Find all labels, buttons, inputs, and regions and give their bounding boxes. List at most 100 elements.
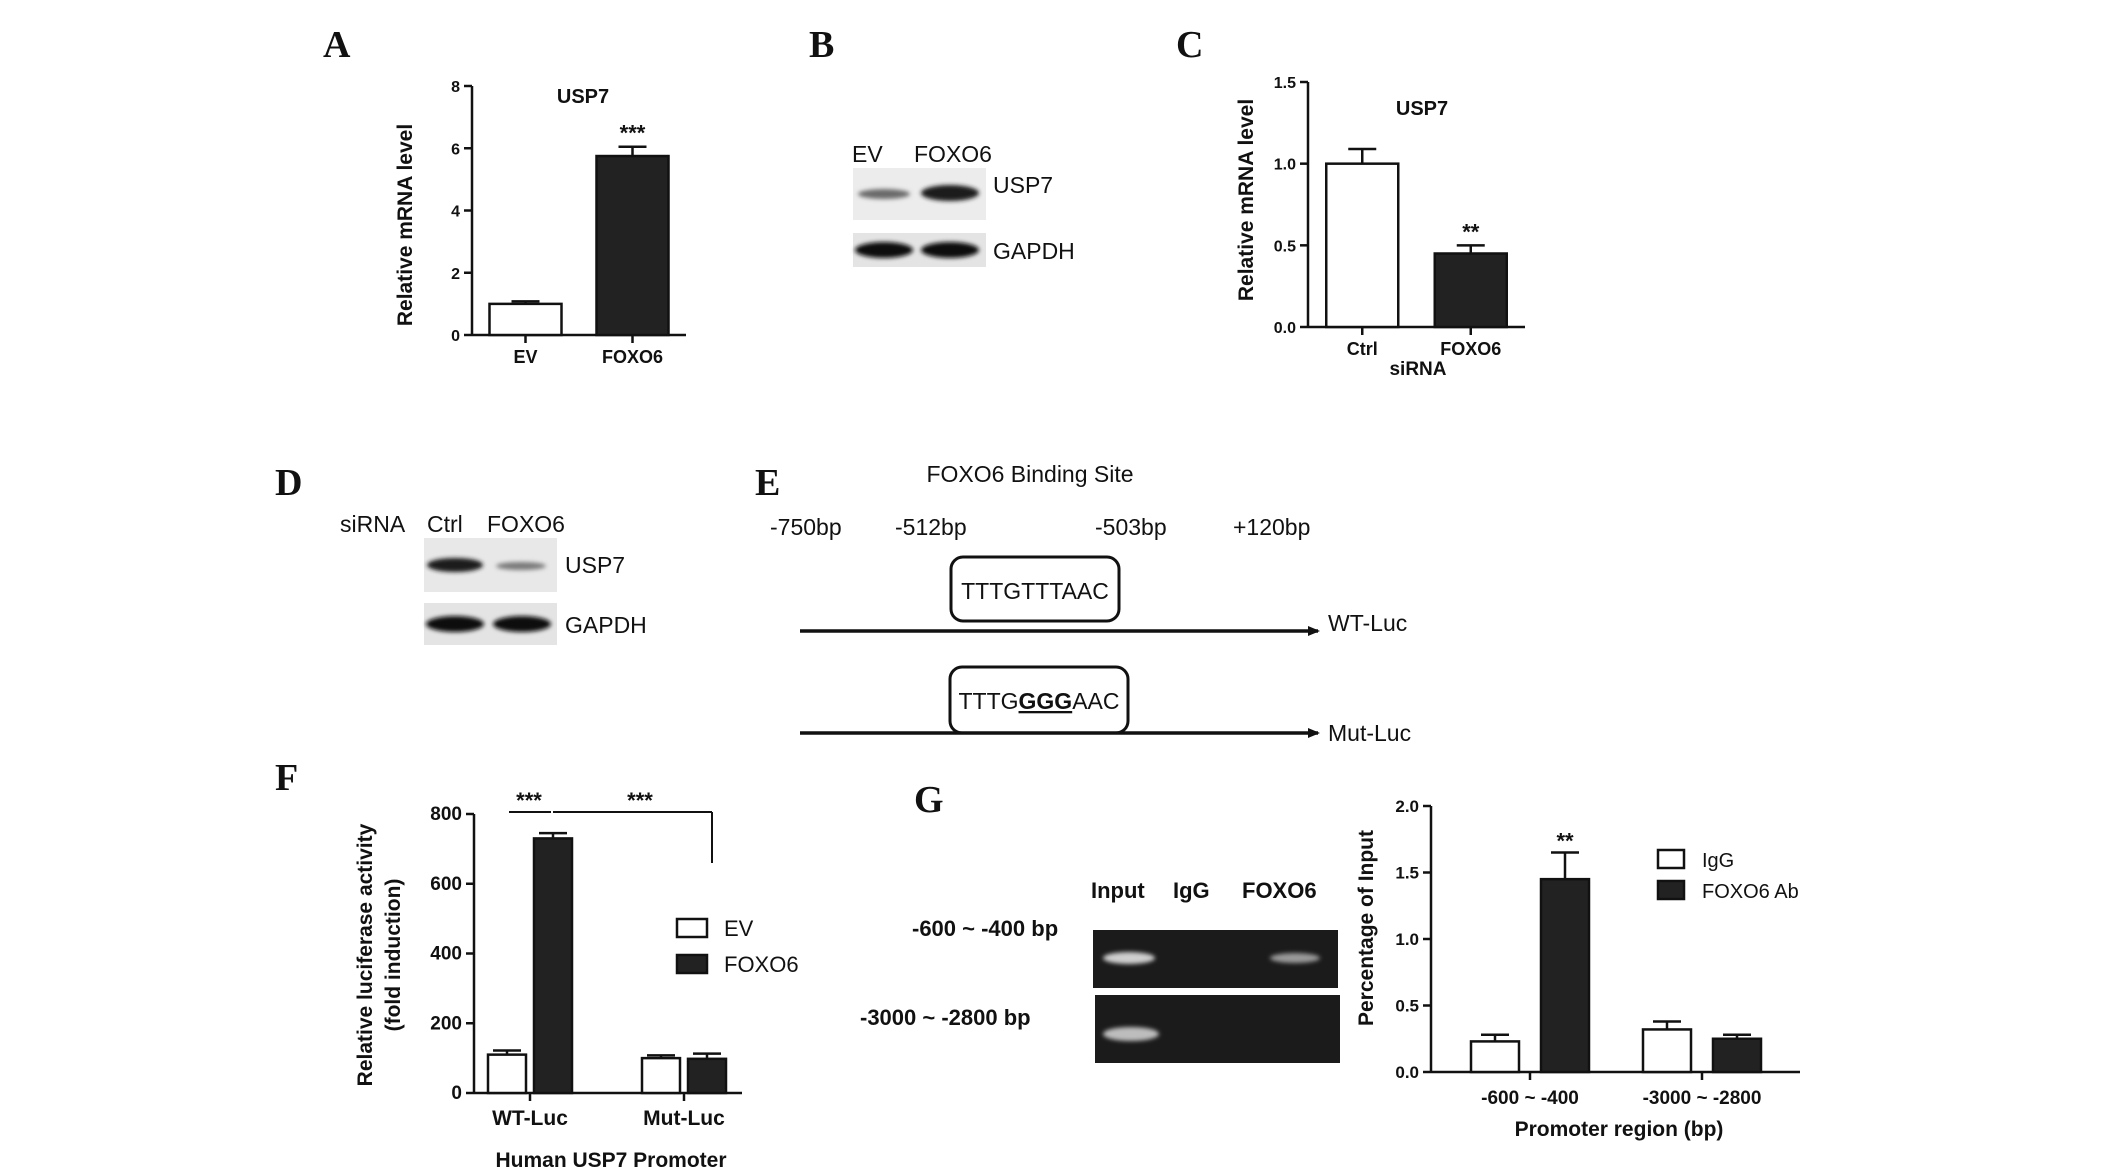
- gel-row-600-400: -600 ~ -400 bp: [912, 916, 1058, 941]
- chart-g-significance-label: **: [1556, 829, 1574, 854]
- panel-letter-b: B: [809, 24, 834, 66]
- legend-swatch-ev: [675, 917, 709, 939]
- legend-swatch-foxo6: [675, 953, 709, 975]
- western-blot-b: EV FOXO6 USP7 GAPDH: [852, 141, 1075, 267]
- chart-g-xlabel: Promoter region (bp): [1515, 1118, 1724, 1141]
- chart-g-y-tick-label: 0.5: [1395, 997, 1419, 1016]
- chart-f-xlabel: Human USP7 Promoter: [495, 1149, 726, 1171]
- chart-a-bar: [488, 302, 563, 337]
- blot-d-band-gapdh-foxo6: [493, 616, 551, 632]
- gel-lane-igg: IgG: [1173, 878, 1210, 903]
- chart-g-legend: IgG FOXO6 Ab: [1656, 848, 1799, 903]
- chart-f-x-tick-label: Mut-Luc: [643, 1107, 725, 1130]
- chart-f-legend: EV FOXO6: [675, 916, 799, 977]
- chart-c-y-tick-label: 1.0: [1274, 157, 1296, 174]
- chart-g-bar: [1711, 1037, 1763, 1074]
- legend-swatch-igg: [1656, 848, 1686, 870]
- chart-a-bar: [595, 154, 670, 337]
- blot-d-lane-foxo6: FOXO6: [487, 511, 565, 537]
- wt-luc-label: WT-Luc: [1328, 610, 1407, 636]
- blot-d-band-gapdh-ctrl: [426, 616, 484, 632]
- chart-g: Percentage of Input Promoter region (bp)…: [1355, 797, 1800, 1141]
- chart-a-ylabel: Relative mRNA level: [394, 124, 417, 326]
- blot-b-lane-ev: EV: [852, 141, 883, 167]
- panel-letter-f: F: [275, 757, 298, 799]
- chart-a-x-tick-label: EV: [513, 347, 537, 367]
- chart-c-x-tick-label: Ctrl: [1347, 339, 1378, 359]
- chip-gel-g: Input IgG FOXO6 -600 ~ -400 bp -3000 ~ -…: [860, 878, 1340, 1063]
- western-blot-d: siRNA Ctrl FOXO6 USP7 GAPDH: [340, 511, 647, 645]
- chart-g-y-tick-label: 1.0: [1395, 930, 1419, 949]
- position-label-503: -503bp: [1095, 514, 1167, 540]
- legend-label-foxo6-ab: FOXO6 Ab: [1702, 881, 1799, 903]
- gel-band-input-600: [1103, 952, 1155, 964]
- chart-c: USP7 Relative mRNA level siRNA 0.0 0.5 1.0…: [1235, 75, 1525, 380]
- chart-f-ylabel-2: (fold induction): [382, 879, 405, 1032]
- blot-d-row-usp7: USP7: [565, 552, 625, 578]
- chart-a: USP7 Relative mRNA level 0 2 4 6 8 EV FOXO6 ***: [394, 79, 686, 367]
- panel-letter-g: G: [914, 779, 944, 821]
- chart-f-bar: [640, 1056, 682, 1095]
- chart-f-bar: [532, 837, 574, 1095]
- chart-g-bar: [1641, 1028, 1693, 1074]
- mut-seq-pre: TTTG: [958, 688, 1018, 714]
- blot-d-band-usp7-ctrl: [427, 558, 483, 572]
- gel-row-3000-2800: -3000 ~ -2800 bp: [860, 1005, 1031, 1030]
- mut-seq-mutated: GGG: [1019, 688, 1073, 714]
- chart-c-bar: [1433, 252, 1508, 329]
- wt-binding-site-box: [949, 555, 1121, 623]
- chart-a-y-tick-label: 8: [451, 79, 460, 96]
- chart-c-xlabel: siRNA: [1389, 359, 1446, 380]
- legend-label-ev: EV: [724, 916, 754, 941]
- diagram-title: FOXO6 Binding Site: [926, 461, 1133, 487]
- chart-a-x-tick-label: FOXO6: [602, 347, 663, 367]
- blot-b-band-usp7-foxo6: [921, 185, 979, 201]
- chart-f-bar: [686, 1057, 728, 1095]
- legend-swatch-foxo6-ab: [1656, 879, 1686, 901]
- chart-f-x-tick-label: WT-Luc: [492, 1107, 568, 1130]
- chart-g-bar: [1469, 1040, 1521, 1074]
- mut-sequence: TTTGGGGAAC: [958, 688, 1119, 714]
- panel-letter-a: A: [323, 24, 351, 66]
- chart-a-y-tick-label: 2: [451, 266, 460, 283]
- chart-g-ylabel: Percentage of Input: [1355, 830, 1378, 1026]
- blot-d-row-gapdh: GAPDH: [565, 612, 647, 638]
- blot-b-band-gapdh-ev: [855, 242, 913, 258]
- chart-f-y-tick-label: 200: [430, 1013, 462, 1034]
- chart-c-y-tick-label: 0.0: [1274, 320, 1296, 337]
- chart-f-significance-label: ***: [627, 788, 653, 813]
- chart-f-significance-label: ***: [516, 788, 542, 813]
- chart-g-marks: 0.0 0.5 1.0 1.5 2.0 -600 ~ -400 -3000 ~ -2800 *…: [1395, 797, 1800, 1109]
- chart-g-x-tick-label: -600 ~ -400: [1481, 1088, 1579, 1109]
- panel-letter-d: D: [275, 462, 302, 504]
- blot-b-row-usp7: USP7: [993, 172, 1053, 198]
- chart-c-title: USP7: [1396, 98, 1448, 120]
- blot-b-row-gapdh: GAPDH: [993, 238, 1075, 264]
- chart-g-y-tick-label: 2.0: [1395, 797, 1419, 816]
- gel-lane-foxo6: FOXO6: [1242, 878, 1317, 903]
- chart-f-marks: 0 200 400 600 800 WT-Luc Mut-Luc *** ***: [430, 788, 742, 1130]
- panel-letter-c: C: [1176, 24, 1203, 66]
- chart-c-significance-label: **: [1462, 219, 1480, 244]
- chart-f-ylabel: Relative luciferase activity: [354, 823, 377, 1086]
- chart-a-title: USP7: [557, 86, 609, 108]
- chart-c-y-tick-label: 0.5: [1274, 238, 1296, 255]
- chart-g-x-tick-label: -3000 ~ -2800: [1643, 1088, 1762, 1109]
- legend-label-igg: IgG: [1702, 850, 1734, 872]
- chart-c-marks: 0.0 0.5 1.0 1.5 Ctrl FOXO6 **: [1274, 75, 1525, 359]
- gel-band-input-3000: [1103, 1027, 1159, 1041]
- chart-f-y-tick-label: 0: [451, 1083, 462, 1104]
- chart-a-y-tick-label: 4: [451, 204, 460, 221]
- blot-b-lane-foxo6: FOXO6: [914, 141, 992, 167]
- chart-c-ylabel: Relative mRNA level: [1235, 99, 1258, 301]
- gel-lane-input: Input: [1091, 878, 1145, 903]
- blot-b-band-usp7-ev: [858, 189, 910, 199]
- mut-seq-post: AAC: [1072, 688, 1119, 714]
- chart-c-x-tick-label: FOXO6: [1440, 339, 1501, 359]
- blot-d-prefix: siRNA: [340, 511, 406, 537]
- legend-label-foxo6: FOXO6: [724, 952, 799, 977]
- chart-c-y-tick-label: 1.5: [1274, 75, 1296, 92]
- blot-d-band-usp7-foxo6: [496, 562, 546, 570]
- chart-f: Relative luciferase activity (fold induc…: [354, 788, 799, 1171]
